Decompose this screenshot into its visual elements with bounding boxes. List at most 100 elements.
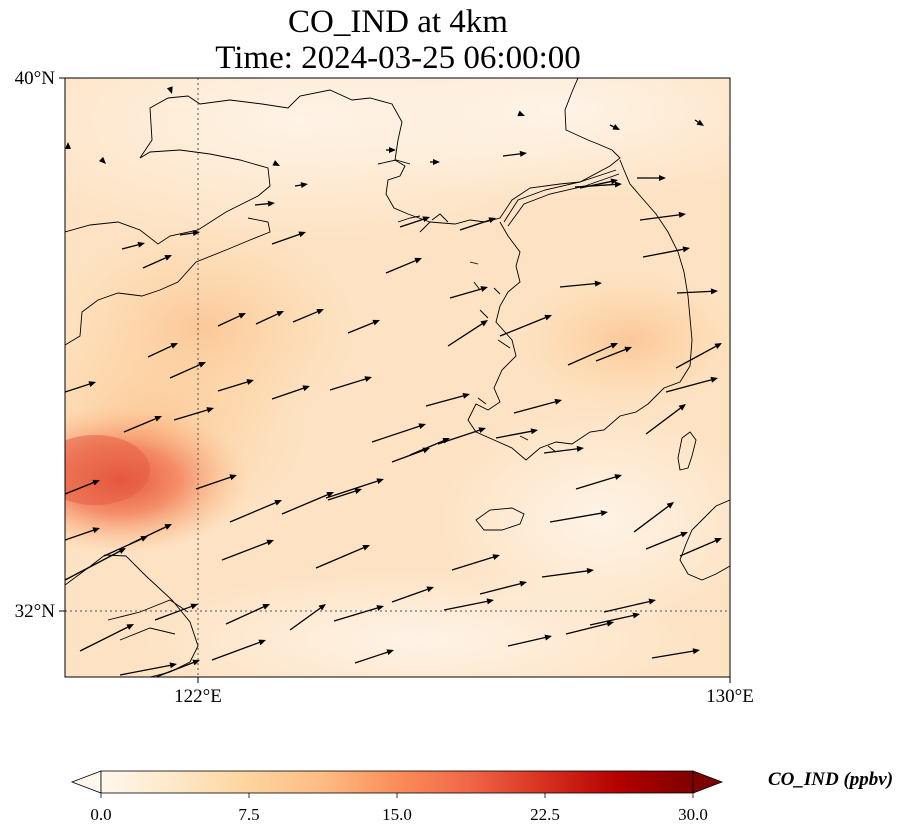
wind-vector-41: [665, 379, 712, 393]
wind-vector-head-88: [192, 659, 200, 666]
wind-vector-63: [103, 538, 142, 557]
longitude-ticks: 122°E 130°E: [174, 677, 754, 707]
wind-vector-20: [574, 183, 616, 188]
wind-vector-head-3: [272, 160, 280, 166]
wind-vector-28: [255, 313, 278, 325]
wind-vector-head-74: [318, 604, 326, 611]
wind-vector-head-76: [426, 586, 434, 593]
wind-vector-87: [354, 651, 388, 664]
wind-vector-head-10: [300, 182, 308, 189]
wind-vector-head-4: [389, 147, 396, 153]
colorbar-max-extension: [692, 770, 724, 794]
wind-vector-35: [217, 381, 248, 392]
wind-vector-head-24: [594, 280, 602, 287]
colorbar-tick-15: 15.0: [382, 805, 412, 824]
wind-vector-53: [195, 476, 231, 490]
wind-vector-55: [325, 480, 378, 499]
wind-vector-head-34: [198, 362, 206, 368]
jeju-island: [475, 507, 525, 531]
title-variable-line: CO_IND at 4km: [288, 4, 508, 40]
yangtze-coastline: [65, 554, 199, 677]
wind-vector-head-22: [414, 257, 422, 264]
wind-vector-head-7: [696, 119, 704, 126]
wind-vector-head-21: [659, 175, 666, 181]
wind-vector-head-12: [422, 216, 430, 223]
wind-vector-76: [391, 588, 428, 603]
shandong-coastline: [65, 217, 271, 346]
wind-vector-34: [169, 364, 200, 379]
wind-vector-52: [65, 481, 94, 495]
wind-vector-head-44: [206, 407, 214, 413]
wind-vector-40: [675, 345, 717, 369]
wind-vector-23: [449, 288, 482, 299]
wind-vector-head-45: [462, 392, 470, 399]
wind-vector-head-67: [492, 554, 500, 560]
wind-vector-37: [329, 378, 366, 391]
wind-vector-head-85: [544, 634, 552, 641]
wind-vector-65: [221, 541, 268, 561]
wind-vector-head-27: [238, 313, 246, 319]
latitude-ticks: 40°N 32°N: [15, 68, 65, 622]
colorbar-tick-7-5: 7.5: [238, 805, 259, 824]
wind-vector-head-43: [154, 415, 162, 422]
wind-vector-6: [609, 124, 615, 128]
wind-vector-head-0: [65, 142, 71, 149]
wind-vector-head-13: [192, 230, 200, 237]
wind-vector-13: [179, 232, 194, 236]
wind-vector-44: [173, 409, 208, 421]
wind-vector-head-38: [610, 343, 618, 349]
wind-vector-75: [333, 607, 378, 622]
wind-vector-16: [271, 233, 300, 245]
wind-vector-12: [399, 218, 424, 228]
wind-vector-head-9: [519, 150, 527, 157]
wind-vector-head-82: [126, 624, 134, 630]
wind-vector-head-62: [164, 524, 172, 530]
concentration-field: [65, 78, 730, 677]
wind-vector-head-70: [666, 502, 674, 509]
wind-vector-head-53: [229, 474, 237, 481]
map-panel: 40°N 32°N 122°E 130°E: [15, 68, 754, 707]
colorbar-tick-22-5: 22.5: [530, 805, 560, 824]
wind-vector-46: [513, 401, 556, 414]
wind-vector-head-11: [267, 200, 275, 207]
wind-vector-head-35: [246, 379, 254, 385]
wind-vector-head-33: [170, 343, 178, 349]
wind-vector-59: [229, 502, 276, 523]
wind-vector-60: [281, 494, 328, 515]
wind-vector-head-86: [692, 648, 700, 655]
wind-vector-64: [65, 550, 121, 581]
wind-vector-head-31: [480, 320, 488, 327]
wind-vector-39: [595, 348, 626, 362]
wind-vector-head-6: [612, 124, 620, 130]
wind-vector-head-15: [164, 255, 172, 261]
wind-vector-86: [651, 650, 694, 659]
wind-vector-head-29: [316, 308, 324, 315]
wind-vector-81: [589, 614, 634, 626]
wind-vector-head-40: [714, 343, 722, 349]
wind-vector-head-1: [166, 86, 173, 94]
wind-vector-head-56: [576, 445, 584, 452]
wind-vector-47: [371, 425, 420, 443]
wind-vector-head-41: [710, 376, 718, 383]
wind-vector-head-68: [586, 567, 594, 574]
colorbar-min-extension: [70, 770, 102, 794]
lon-label-122e: 122°E: [174, 686, 222, 707]
wind-vector-head-73: [262, 604, 270, 610]
wind-vector-head-60: [326, 491, 334, 498]
wind-vector-head-26: [710, 288, 718, 295]
wind-vector-head-80: [606, 620, 614, 627]
wind-vector-48: [391, 449, 424, 463]
wind-vector-head-78: [519, 580, 527, 587]
wind-vector-31: [447, 323, 483, 347]
wind-vector-head-37: [364, 376, 372, 382]
colorbar-gradient: [100, 770, 694, 794]
lat-label-32n: 32°N: [15, 601, 56, 622]
wind-vector-head-42: [88, 381, 96, 388]
wind-vector-85: [507, 636, 546, 647]
wind-vector-head-89: [169, 662, 177, 669]
wind-vector-56: [543, 448, 578, 454]
wind-vector-15: [142, 257, 166, 269]
colorbar-tick-30: 30.0: [678, 805, 708, 824]
wind-vector-head-63: [140, 536, 148, 542]
korea-dmz: [503, 169, 620, 227]
